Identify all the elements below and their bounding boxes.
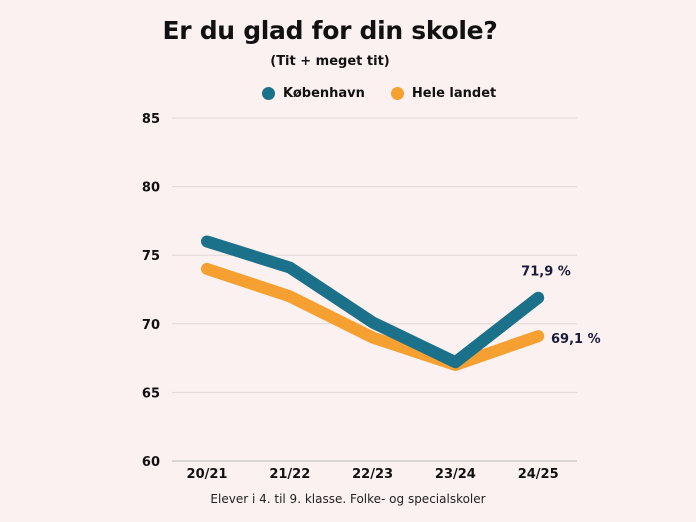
data-point bbox=[371, 321, 374, 324]
y-tick-label: 70 bbox=[142, 318, 160, 333]
data-point bbox=[206, 267, 208, 270]
y-tick-label: 60 bbox=[142, 455, 160, 470]
x-tick-label: 24/25 bbox=[518, 467, 559, 482]
legend: København Hele landet bbox=[262, 86, 496, 101]
x-tick-label: 23/24 bbox=[435, 467, 476, 482]
data-point bbox=[454, 361, 457, 364]
x-tick-label: 21/22 bbox=[269, 467, 310, 482]
legend-item-hele-landet: Hele landet bbox=[390, 86, 497, 101]
legend-marker-icon bbox=[390, 87, 404, 100]
legend-label: København bbox=[283, 86, 365, 101]
legend-marker-icon bbox=[262, 87, 275, 100]
y-tick-label: 80 bbox=[142, 181, 160, 196]
y-tick-label: 65 bbox=[142, 386, 160, 401]
series-line-kobenhavn bbox=[201, 235, 545, 369]
data-point bbox=[537, 335, 540, 338]
data-point bbox=[288, 266, 291, 269]
chart-subtitle: (Tit + meget tit) bbox=[270, 54, 390, 69]
legend-item-kobenhavn: København bbox=[262, 86, 365, 101]
y-tick-label: 85 bbox=[142, 112, 160, 127]
data-point bbox=[288, 295, 291, 298]
data-label: 71,9 % bbox=[521, 265, 571, 280]
x-tick-label: 20/21 bbox=[187, 467, 228, 482]
legend-label: Hele landet bbox=[411, 86, 497, 101]
chart-title: Er du glad for din skole? bbox=[162, 16, 498, 45]
data-point bbox=[206, 240, 208, 243]
data-point bbox=[537, 296, 540, 299]
x-tick-label: 22/23 bbox=[352, 467, 393, 482]
data-point bbox=[371, 336, 374, 339]
data-label: 69,1 % bbox=[551, 332, 601, 347]
footnote: Elever i 4. til 9. klasse. Folke- og spe… bbox=[210, 492, 486, 506]
y-tick-label: 75 bbox=[142, 249, 160, 264]
